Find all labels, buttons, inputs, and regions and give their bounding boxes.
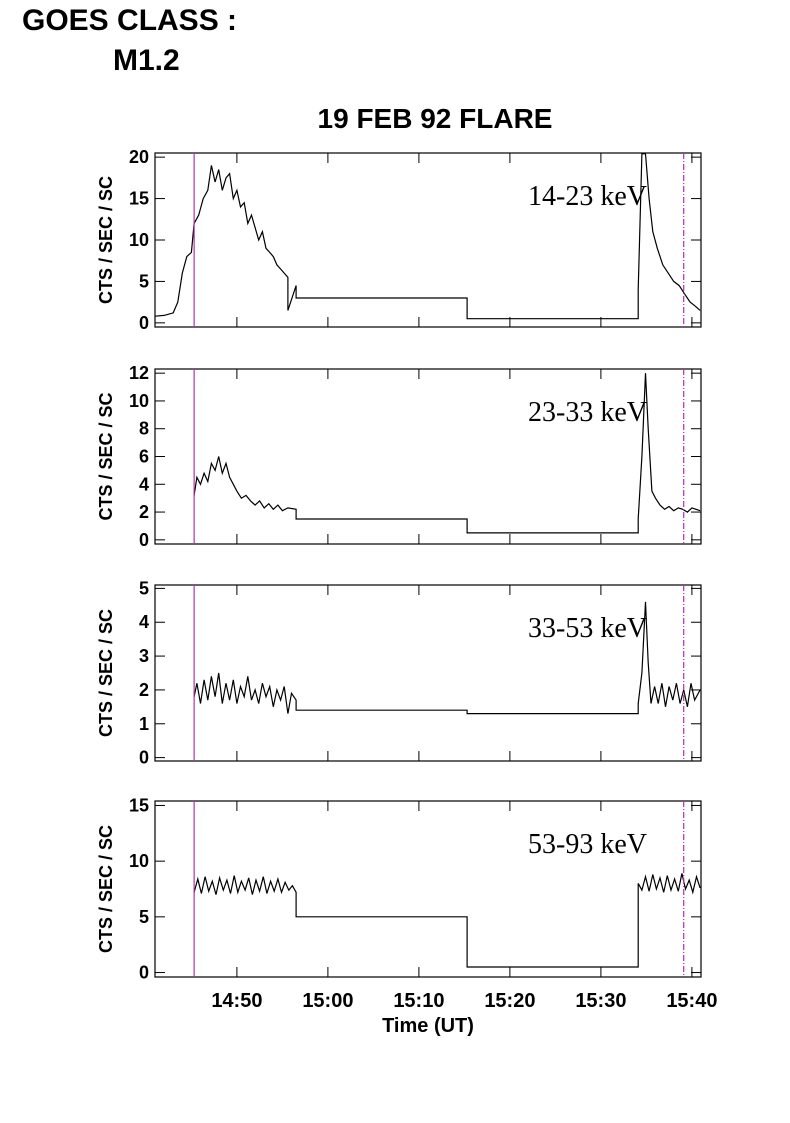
- y-tick-label: 15: [129, 795, 149, 815]
- y-tick-label: 2: [139, 502, 149, 522]
- x-tick-label: 15:10: [393, 990, 444, 1012]
- data-line: [193, 601, 701, 715]
- plot-frame: [154, 152, 702, 328]
- y-tick-label: 0: [139, 963, 149, 983]
- y-tick-label: 4: [139, 612, 149, 632]
- y-tick-label: 1: [139, 714, 149, 734]
- data-line: [155, 153, 701, 320]
- goes-class: M1.2: [113, 44, 180, 77]
- y-tick-label: 12: [129, 363, 149, 383]
- data-line: [193, 373, 701, 534]
- x-tick-label: 15:40: [666, 990, 717, 1012]
- y-tick-label: 0: [139, 530, 149, 550]
- x-tick-label: 15:00: [302, 990, 353, 1012]
- plot-frame: [154, 800, 702, 978]
- y-tick-label: 5: [139, 578, 149, 598]
- y-tick-label: 10: [129, 391, 149, 411]
- x-tick-label: 15:20: [484, 990, 535, 1012]
- y-axis-title: CTS / SEC / SC: [96, 176, 116, 304]
- x-tick-label: 14:50: [211, 990, 262, 1012]
- y-tick-label: 3: [139, 646, 149, 666]
- y-tick-label: 10: [129, 230, 149, 250]
- y-axis-title: CTS / SEC / SC: [96, 825, 116, 953]
- y-tick-label: 2: [139, 680, 149, 700]
- y-tick-label: 4: [139, 474, 149, 494]
- x-tick-label: 15:30: [575, 990, 626, 1012]
- chart-title: 19 FEB 92 FLARE: [318, 103, 553, 134]
- y-tick-label: 8: [139, 419, 149, 439]
- y-axis-title: CTS / SEC / SC: [96, 609, 116, 737]
- band-label: 53-93 keV: [528, 829, 647, 860]
- y-tick-label: 0: [139, 748, 149, 768]
- y-tick-label: 10: [129, 851, 149, 871]
- y-tick-label: 5: [139, 271, 149, 291]
- band-label: 23-33 keV: [528, 397, 647, 428]
- y-tick-label: 15: [129, 189, 149, 209]
- y-tick-label: 20: [129, 147, 149, 167]
- y-tick-label: 6: [139, 447, 149, 467]
- band-label: 14-23 keV: [528, 181, 647, 212]
- goes-label: GOES CLASS :: [22, 4, 237, 37]
- data-line: [193, 873, 701, 968]
- plot-frame: [154, 584, 702, 762]
- y-axis-title: CTS / SEC / SC: [96, 392, 116, 520]
- y-tick-label: 5: [139, 907, 149, 927]
- y-tick-label: 0: [139, 313, 149, 333]
- band-label: 33-53 keV: [528, 613, 647, 644]
- x-axis-title: Time (UT): [382, 1015, 474, 1037]
- plot-frame: [154, 368, 702, 545]
